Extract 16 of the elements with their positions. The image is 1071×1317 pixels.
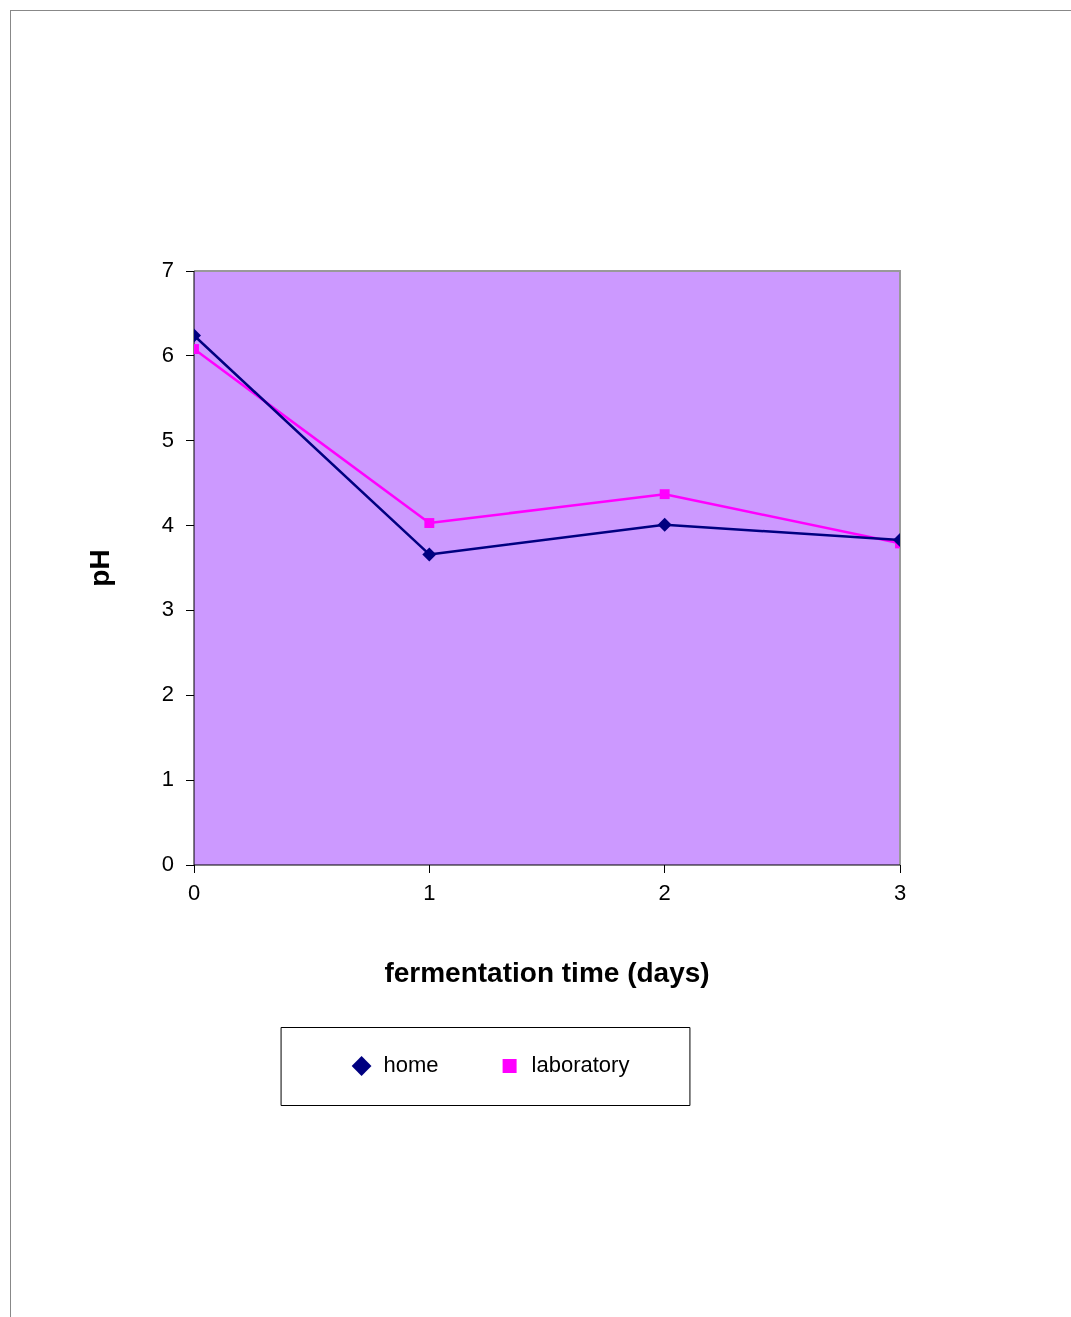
legend-label: home — [383, 1052, 439, 1078]
y-tick-label: 0 — [161, 851, 174, 877]
x-tick-label: 1 — [423, 880, 436, 906]
y-tick-label: 4 — [161, 511, 174, 537]
y-tick-label: 1 — [161, 766, 174, 792]
y-tick-label: 2 — [161, 681, 174, 707]
y-tick-label: 7 — [161, 257, 174, 283]
y-tick-label: 5 — [161, 426, 174, 452]
y-tick-label: 6 — [161, 341, 174, 367]
x-tick-label: 0 — [187, 880, 201, 906]
y-axis-title: pH — [83, 549, 115, 587]
legend-label: laboratory — [531, 1052, 630, 1078]
x-axis-title: fermentation time (days) — [384, 956, 710, 988]
y-tick-label: 3 — [161, 596, 174, 622]
x-tick-label: 2 — [658, 880, 671, 906]
x-tick-label: 3 — [893, 880, 907, 906]
